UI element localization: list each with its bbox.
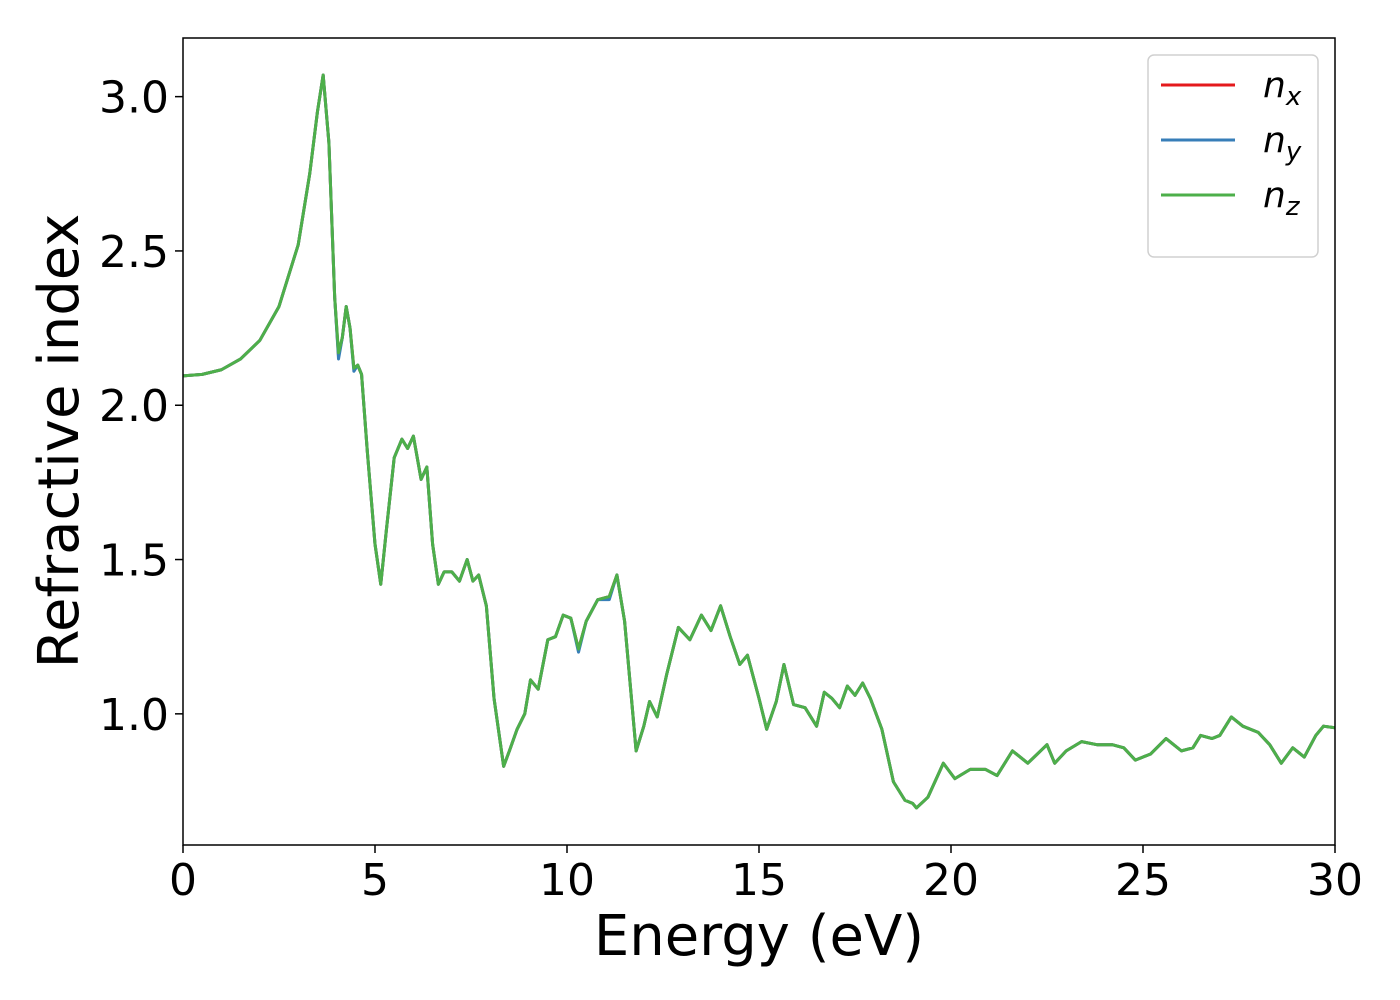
x-tick-label: 20 xyxy=(923,855,979,906)
y-tick-label: 1.5 xyxy=(99,536,169,587)
legend-label-sub: y xyxy=(1285,137,1302,167)
x-tick-label: 25 xyxy=(1115,855,1171,906)
y-tick-label: 3.0 xyxy=(99,73,169,124)
x-tick-label: 0 xyxy=(169,855,197,906)
legend-label: nx xyxy=(1263,65,1302,112)
series-line xyxy=(183,73,1335,810)
legend-label-sub: z xyxy=(1285,192,1301,222)
legend-label-main: n xyxy=(1263,175,1286,216)
legend-label: nz xyxy=(1263,175,1301,222)
legend-label: ny xyxy=(1263,120,1302,167)
legend-box xyxy=(1147,54,1319,258)
y-tick-label: 2.0 xyxy=(99,381,169,432)
legend-label-main: n xyxy=(1263,120,1286,161)
plot-frame xyxy=(182,37,1336,846)
x-tick-label: 15 xyxy=(731,855,787,906)
x-tick-label: 5 xyxy=(361,855,389,906)
x-tick-label: 30 xyxy=(1307,855,1363,906)
legend-label-main: n xyxy=(1263,65,1286,106)
y-axis-label: Refractive index xyxy=(27,214,92,669)
x-axis-label: Energy (eV) xyxy=(594,904,924,969)
legend-label-sub: x xyxy=(1285,82,1302,112)
y-tick-label: 1.0 xyxy=(99,690,169,741)
x-tick-label: 10 xyxy=(539,855,595,906)
y-tick-label: 2.5 xyxy=(99,227,169,278)
